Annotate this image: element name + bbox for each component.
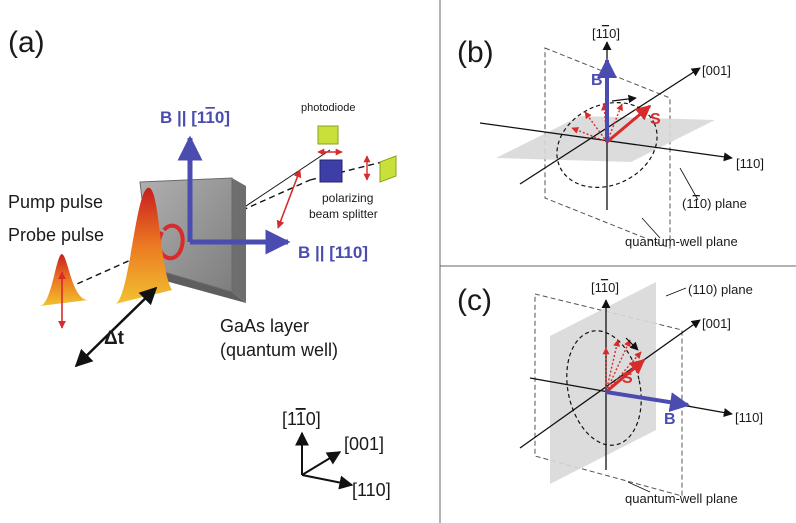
- b-vertical-label: B || [110]: [160, 108, 230, 127]
- axis-up-label-c: [110]: [591, 280, 619, 295]
- spin-label: S: [650, 111, 661, 128]
- vertical-plane-outline: [544, 47, 671, 249]
- panel-c: (c) S B [110] (110) plane [001] [110] qu…: [457, 280, 763, 506]
- axis-diag-label-c: [001]: [702, 316, 731, 331]
- plane-label: (110) plane: [682, 196, 747, 211]
- axis-right-label: [110]: [736, 156, 764, 171]
- triad-right-label: [110]: [352, 480, 391, 500]
- precession-direction-c: [625, 337, 639, 351]
- layer-label-1: GaAs layer: [220, 316, 309, 336]
- triad-diag-axis: [301, 451, 342, 476]
- plane-110-leader: [665, 287, 687, 297]
- delay-label: Δt: [104, 328, 125, 349]
- plane-leader: [679, 167, 699, 201]
- spin-trace-c3: [605, 339, 631, 393]
- pump-pulse: [115, 187, 172, 304]
- spin-label-c: S: [622, 370, 633, 387]
- pump-label: Pump pulse: [8, 192, 103, 212]
- layer-label-2: (quantum well): [220, 340, 338, 360]
- axis-up-label: [110]: [592, 26, 620, 41]
- field-label: B: [591, 72, 603, 89]
- field-label-c: B: [664, 411, 676, 428]
- axis-diag: [519, 67, 701, 185]
- plane-110-label: (110) plane: [688, 282, 753, 297]
- spin-vector: [606, 104, 652, 144]
- gaas-layer-bottom: [150, 268, 246, 303]
- qw-leader-c: [627, 481, 651, 493]
- splitter-label-2: beam splitter: [309, 207, 378, 221]
- panel-b: (b) B S [110] [001] [110] (110) plane qu…: [457, 26, 764, 249]
- spin-vector-c: [605, 358, 646, 394]
- photodiode-label: photodiode: [301, 102, 355, 114]
- delay-arrow: [74, 286, 158, 368]
- triad-right-axis: [301, 474, 354, 490]
- plane-110: [550, 282, 656, 484]
- triad-up-label: [110]: [282, 409, 321, 429]
- precession-ellipse: [556, 102, 658, 188]
- precession-ellipse-c: [566, 330, 642, 446]
- panel-c-tag: (c): [457, 284, 492, 317]
- precession-direction: [611, 94, 637, 104]
- panel-b-tag: (b): [457, 36, 494, 69]
- photodiode-side: [379, 155, 397, 183]
- probe-label: Probe pulse: [8, 225, 104, 245]
- qw-plane-label-c: quantum-well plane: [625, 491, 738, 506]
- axis-right-label-c: [110]: [735, 410, 763, 425]
- transmitted-polarization: [276, 169, 302, 229]
- beam-splitter-cube: [319, 159, 343, 183]
- panel-a: (a) B || [110] B || [110] Pump pulse Pro…: [8, 26, 397, 500]
- field-vector-c: [605, 390, 690, 413]
- probe-pulse: [40, 254, 88, 306]
- photodiode-top: [317, 125, 339, 145]
- b-horizontal-label: B || [110]: [298, 243, 368, 262]
- axis-diag-label: [001]: [702, 63, 731, 78]
- triad-diag-label: [001]: [344, 434, 384, 454]
- qw-plane-label: quantum-well plane: [625, 234, 738, 249]
- splitter-label-1: polarizing: [322, 191, 373, 205]
- qw-leader: [641, 217, 661, 239]
- spin-trace-4: [606, 103, 623, 143]
- spin-trace-c2: [605, 339, 620, 393]
- panel-a-tag: (a): [8, 26, 45, 59]
